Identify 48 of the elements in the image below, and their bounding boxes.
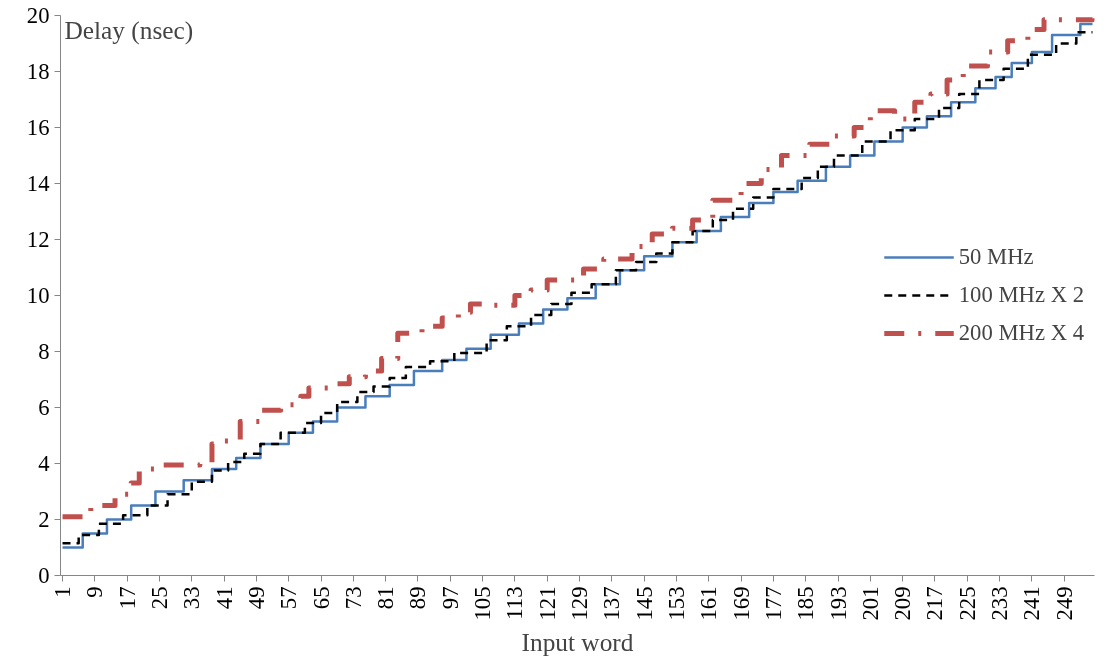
x-tick-label: 201 [857,586,883,621]
x-tick-label: 57 [276,586,302,610]
x-tick-label: 49 [243,586,269,610]
y-tick-label: 12 [26,227,50,252]
y-tick-label: 0 [38,563,50,588]
x-tick-label: 177 [760,586,786,621]
x-tick-label: 145 [631,586,657,621]
x-tick-label: 161 [696,586,722,621]
y-tick-label: 2 [38,507,50,532]
x-tick-label: 209 [890,586,916,621]
x-tick-label: 129 [567,586,593,621]
y-tick-label: 20 [26,3,50,28]
x-tick-label: 89 [405,586,431,610]
x-tick-label: 65 [308,586,334,610]
y-tick-label: 16 [26,115,50,140]
x-tick-label: 105 [470,586,496,621]
x-tick-label: 113 [502,586,528,620]
x-tick-label: 41 [211,586,237,610]
x-tick-label: 249 [1051,586,1077,621]
x-tick-label: 17 [114,586,140,610]
x-tick-label: 121 [534,586,560,621]
y-tick-label: 8 [38,339,50,364]
x-tick-label: 33 [179,586,205,610]
x-tick-label: 9 [82,586,108,598]
x-tick-label: 193 [825,586,851,621]
x-tick-label: 137 [599,586,625,621]
y-tick-label: 6 [38,395,50,420]
x-tick-label: 233 [987,586,1013,621]
y-tick-label: 18 [26,59,50,84]
y-tick-label: 10 [26,283,50,308]
y-axis-title: Delay (nsec) [64,15,194,45]
x-tick-label: 241 [1019,586,1045,621]
x-tick-label: 153 [663,586,689,621]
x-axis-title: Input word [521,628,634,657]
x-tick-label: 81 [373,586,399,610]
x-tick-label: 217 [922,586,948,621]
x-tick-label: 73 [340,586,366,610]
y-tick-label: 4 [38,451,50,476]
x-tick-label: 169 [728,586,754,621]
legend-label: 50 MHz [958,244,1034,270]
x-tick-label: 1 [50,586,76,598]
x-tick-label: 185 [793,586,819,621]
x-tick-label: 97 [437,586,463,610]
legend-label: 100 MHz X 2 [958,282,1084,308]
legend-label: 200 MHz X 4 [958,320,1084,346]
x-tick-label: 25 [146,586,172,610]
x-tick-label: 225 [954,586,980,621]
y-tick-label: 14 [26,171,50,196]
